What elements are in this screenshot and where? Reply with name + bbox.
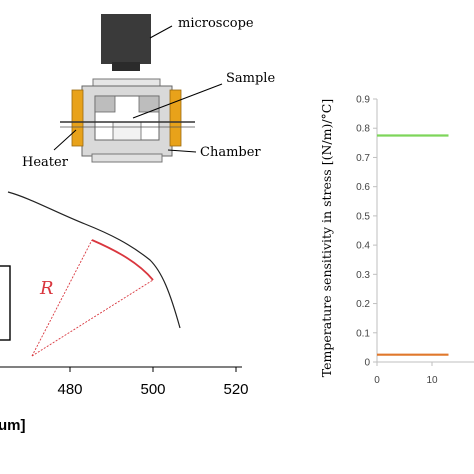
x-tick-500: 500 <box>140 381 165 398</box>
sensitivity-chart: Temperature sensitivity in stress [(N/m)… <box>319 95 474 386</box>
reference-box <box>0 265 11 341</box>
radius-label: R <box>39 278 54 299</box>
x-tick-480: 480 <box>57 381 82 398</box>
chamber-pointer <box>167 149 197 153</box>
radius-line-1 <box>31 239 93 357</box>
chart-x-tick-label: 0 <box>374 375 380 386</box>
chart-y-tick-label: 0.9 <box>356 95 370 106</box>
heater-label: Heater <box>22 155 69 170</box>
chart-y-tick-label: 0.4 <box>356 241 370 252</box>
sample-pointer <box>132 83 223 119</box>
apparatus-schematic: microscope Sample Heater Chamber <box>22 14 275 170</box>
microscope-lens <box>112 62 140 71</box>
chart-axes: 0 0.1 0.2 0.3 0.4 0.5 0.6 0.7 0.8 0.9 0 10 <box>356 95 474 386</box>
profile-curve <box>7 191 181 329</box>
chamber-base <box>91 153 163 163</box>
chart-y-tick-label: 0.8 <box>356 124 370 135</box>
chart-x-tick-label: 10 <box>426 375 438 386</box>
chart-y-tick-label: 0 <box>364 358 370 369</box>
chamber-inner-left <box>94 95 116 113</box>
fitted-arc <box>91 239 154 281</box>
heater-right <box>169 89 182 147</box>
chart-y-tick-label: 0.5 <box>356 211 370 222</box>
sample-holder <box>112 121 142 141</box>
chart-y-tick-label: 0.2 <box>356 299 370 310</box>
microscope-label: microscope <box>178 16 254 31</box>
chart-y-tick-label: 0.3 <box>356 270 370 281</box>
sample-label: Sample <box>226 71 275 86</box>
radius-line-2 <box>31 279 154 357</box>
chart-y-tick-label: 0.6 <box>356 182 370 193</box>
heater-pointer <box>53 129 77 151</box>
microscope-body <box>101 14 151 64</box>
profile-plot: R 480 500 520 um] <box>0 191 249 434</box>
heater-left <box>71 89 84 147</box>
chart-series <box>377 134 449 356</box>
chart-y-tick-label: 0.7 <box>356 153 370 164</box>
microscope-pointer <box>149 25 173 39</box>
x-tick-520: 520 <box>223 381 248 398</box>
chart-y-label: Temperature sensitivity in stress [(N/m)… <box>319 99 334 377</box>
chart-y-tick-label: 0.1 <box>356 328 370 339</box>
chamber-label: Chamber <box>200 145 261 160</box>
profile-x-label: um] <box>0 417 26 434</box>
